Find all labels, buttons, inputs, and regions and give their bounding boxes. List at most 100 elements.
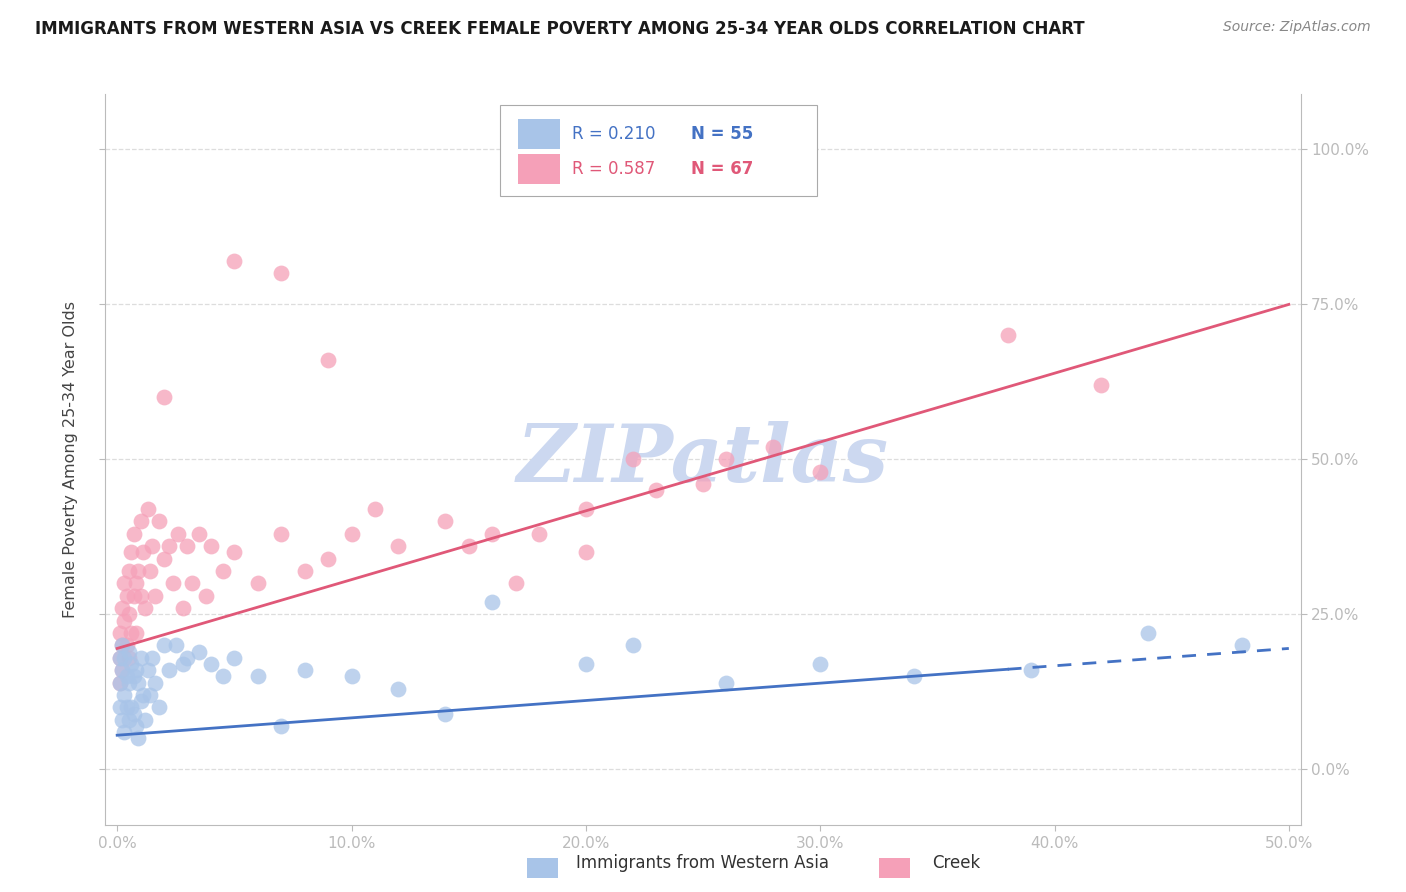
Point	[716, 452, 738, 467]
Point	[621, 638, 644, 652]
Point	[434, 514, 457, 528]
Point	[316, 353, 339, 368]
Point	[139, 564, 162, 578]
Point	[645, 483, 668, 498]
Point	[112, 614, 135, 628]
Point	[111, 663, 134, 677]
Point	[125, 576, 148, 591]
FancyBboxPatch shape	[501, 104, 817, 196]
Point	[340, 669, 363, 683]
Point	[148, 514, 170, 528]
Point	[294, 564, 316, 578]
Point	[129, 514, 152, 528]
Point	[808, 657, 831, 671]
FancyBboxPatch shape	[517, 154, 560, 184]
Point	[125, 626, 148, 640]
Point	[112, 688, 135, 702]
Point	[575, 545, 598, 559]
Point	[316, 551, 339, 566]
Point	[270, 719, 292, 733]
Point	[118, 607, 141, 622]
Point	[111, 638, 134, 652]
Point	[136, 502, 159, 516]
Point	[125, 719, 148, 733]
Point	[111, 638, 134, 652]
Point	[224, 650, 246, 665]
Point	[903, 669, 925, 683]
Point	[153, 551, 176, 566]
Point	[162, 576, 184, 591]
Point	[762, 440, 785, 454]
Point	[108, 675, 131, 690]
Point	[176, 539, 198, 553]
Point	[808, 465, 831, 479]
Point	[115, 638, 138, 652]
Point	[195, 589, 218, 603]
Point	[246, 576, 269, 591]
Point	[108, 700, 131, 714]
Point	[122, 669, 145, 683]
Point	[481, 595, 503, 609]
Point	[716, 675, 738, 690]
Point	[434, 706, 457, 721]
Point	[134, 601, 156, 615]
Point	[181, 576, 204, 591]
Point	[122, 706, 145, 721]
Point	[111, 713, 134, 727]
Point	[224, 254, 246, 268]
Text: R = 0.587: R = 0.587	[571, 160, 655, 178]
Point	[115, 589, 138, 603]
Text: N = 67: N = 67	[692, 160, 754, 178]
Point	[157, 663, 180, 677]
Point	[112, 576, 135, 591]
Point	[364, 502, 387, 516]
Point	[527, 526, 550, 541]
Point	[172, 601, 194, 615]
Point	[167, 526, 190, 541]
Point	[129, 589, 152, 603]
Point	[224, 545, 246, 559]
Point	[200, 539, 222, 553]
Point	[120, 545, 142, 559]
Point	[118, 713, 141, 727]
Point	[112, 650, 135, 665]
Point	[129, 694, 152, 708]
Point	[575, 502, 598, 516]
Point	[153, 391, 176, 405]
Text: R = 0.210: R = 0.210	[571, 125, 655, 143]
Point	[143, 589, 166, 603]
Point	[176, 650, 198, 665]
Point	[125, 663, 148, 677]
Point	[120, 657, 142, 671]
Point	[270, 526, 292, 541]
Point	[127, 564, 149, 578]
Text: Immigrants from Western Asia: Immigrants from Western Asia	[576, 855, 830, 872]
Point	[621, 452, 644, 467]
Point	[188, 644, 211, 658]
Point	[111, 663, 134, 677]
Point	[172, 657, 194, 671]
Point	[148, 700, 170, 714]
Point	[387, 539, 409, 553]
Point	[118, 644, 141, 658]
Point	[211, 669, 233, 683]
Point	[122, 589, 145, 603]
Text: Creek: Creek	[932, 855, 980, 872]
Point	[139, 688, 162, 702]
Point	[692, 477, 714, 491]
Point	[108, 650, 131, 665]
Point	[505, 576, 527, 591]
Point	[120, 700, 142, 714]
Point	[136, 663, 159, 677]
Text: IMMIGRANTS FROM WESTERN ASIA VS CREEK FEMALE POVERTY AMONG 25-34 YEAR OLDS CORRE: IMMIGRANTS FROM WESTERN ASIA VS CREEK FE…	[35, 20, 1085, 37]
Point	[112, 725, 135, 739]
Point	[108, 675, 131, 690]
Text: Source: ZipAtlas.com: Source: ZipAtlas.com	[1223, 20, 1371, 34]
Y-axis label: Female Poverty Among 25-34 Year Olds: Female Poverty Among 25-34 Year Olds	[63, 301, 79, 618]
Point	[1137, 626, 1160, 640]
Point	[211, 564, 233, 578]
Point	[118, 650, 141, 665]
Point	[127, 675, 149, 690]
Point	[294, 663, 316, 677]
Point	[457, 539, 479, 553]
